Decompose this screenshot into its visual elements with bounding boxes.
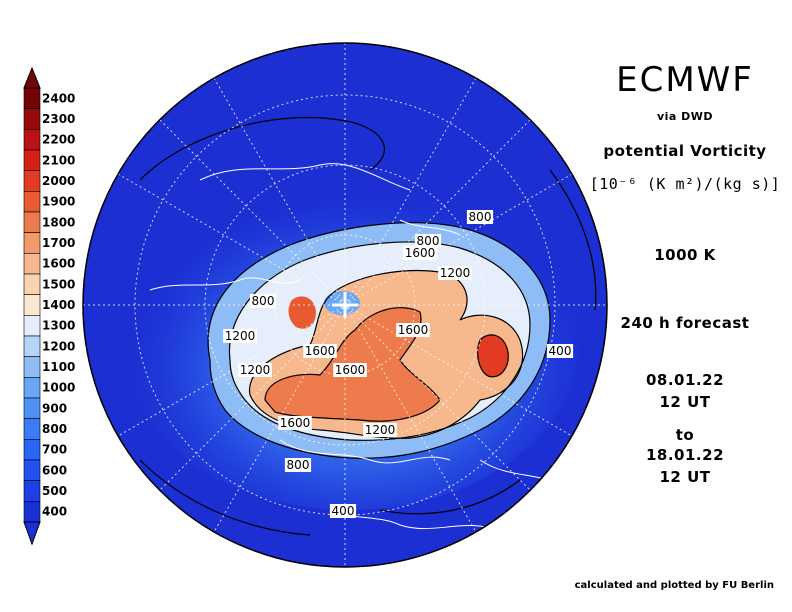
colorbar-box	[23, 149, 41, 171]
contour-label-bg	[333, 363, 367, 377]
contour-label: 1200	[440, 266, 471, 280]
colorbar-label: 1100	[42, 360, 75, 374]
contour-label-bg	[223, 329, 257, 343]
colorbar-box	[23, 356, 41, 378]
colorbar-box	[23, 294, 41, 316]
init-time: 12 UT	[659, 393, 711, 411]
contour-label-bg	[278, 416, 312, 430]
colorbar-box	[23, 418, 41, 440]
colorbar-box	[23, 480, 41, 502]
colorbar-label: 1400	[42, 298, 75, 312]
contour-label-bg	[546, 344, 574, 358]
colorbar-label: 1600	[42, 257, 75, 271]
colorbar-label: 2100	[42, 153, 75, 167]
valid-date: 18.01.22	[645, 446, 725, 464]
polar-map: 8008001600120080012001600120016001600160…	[82, 42, 608, 568]
colorbar-box	[23, 211, 41, 233]
colorbar-box	[23, 108, 41, 130]
forecast-length: 240 h forecast	[620, 314, 750, 332]
contour-label-bg	[363, 423, 397, 437]
contour-label: 400	[549, 344, 572, 358]
contour-label: 1600	[405, 246, 436, 260]
contour-label: 1600	[335, 363, 366, 377]
colorbar-box	[23, 273, 41, 295]
colorbar-box	[23, 191, 41, 213]
colorbar-label: 400	[42, 505, 67, 519]
parameter-name: potential Vorticity	[603, 142, 767, 160]
colorbar-box	[23, 459, 41, 481]
colorbar-box	[23, 501, 41, 523]
vortex-core-peak-west	[288, 296, 316, 329]
colorbar-box	[23, 335, 41, 357]
colorbar-box	[23, 377, 41, 399]
colorbar-box	[23, 87, 41, 109]
colorbar-label: 600	[42, 463, 67, 477]
contour-labels: 8008001600120080012001600120016001600160…	[223, 210, 574, 518]
parameter-units: [10⁻⁶ (K m²)/(kg s)]	[589, 175, 781, 193]
init-date: 08.01.22	[645, 371, 725, 389]
contour-label: 800	[287, 458, 310, 472]
contour-label: 1200	[240, 363, 271, 377]
colorbar-label: 1300	[42, 319, 75, 333]
contour-label: 1600	[398, 323, 429, 337]
contour-label-bg	[438, 266, 472, 280]
isentropic-level: 1000 K	[654, 246, 716, 264]
contour-label: 1200	[365, 423, 396, 437]
colorbar-bottom-arrow	[23, 521, 41, 546]
colorbar-label: 1800	[42, 215, 75, 229]
colorbar: 2400 2300 2200 2100 2000 1900 1800 1700 1600 1500…	[23, 66, 75, 546]
valid-time: 12 UT	[659, 468, 711, 486]
colorbar-label: 2400	[42, 91, 75, 105]
pole-minimum	[324, 291, 360, 315]
colorbar-label: 1200	[42, 339, 75, 353]
colorbar-top-arrow	[23, 66, 41, 89]
colorbar-box	[23, 170, 41, 192]
coastlines	[149, 163, 571, 530]
colorbar-label: 900	[42, 401, 67, 415]
colorbar-label: 1500	[42, 277, 75, 291]
contour-label: 800	[417, 234, 440, 248]
valid-to-label: to	[675, 426, 695, 444]
contour-label: 800	[469, 210, 492, 224]
map-border	[82, 42, 608, 568]
contour-label-bg	[303, 344, 337, 358]
contour-label-bg	[466, 210, 494, 224]
contour-label-bg	[249, 294, 277, 308]
contour-label: 1600	[305, 344, 336, 358]
contour-label-bg	[284, 458, 312, 472]
vortex-core-peak-east	[477, 334, 509, 377]
colorbar-label: 2300	[42, 112, 75, 126]
contour-label-bg	[238, 363, 272, 377]
contour-label: 1200	[225, 329, 256, 343]
model-title: ECMWF	[616, 60, 754, 100]
contour-lines	[139, 117, 597, 536]
colorbar-labels: 2400 2300 2200 2100 2000 1900 1800 1700 1600 1500…	[42, 91, 75, 518]
colorbar-boxes	[23, 87, 41, 523]
colorbar-box	[23, 439, 41, 461]
pole-marker	[332, 292, 358, 318]
data-source: via DWD	[656, 110, 714, 123]
contour-label-bg	[329, 504, 357, 518]
colorbar-label: 2200	[42, 133, 75, 147]
contour-label-bg	[396, 323, 430, 337]
colorbar-box	[23, 253, 41, 275]
colorbar-label: 2000	[42, 174, 75, 188]
colorbar-label: 1000	[42, 381, 75, 395]
colorbar-box	[23, 232, 41, 254]
contour-label: 1600	[280, 416, 311, 430]
contour-label: 800	[252, 294, 275, 308]
colorbar-box	[23, 315, 41, 337]
colorbar-label: 1900	[42, 195, 75, 209]
colorbar-label: 500	[42, 484, 67, 498]
colorbar-box	[23, 129, 41, 151]
credit-line: calculated and plotted by FU Berlin	[574, 580, 774, 591]
colorbar-label: 800	[42, 422, 67, 436]
colorbar-label: 1700	[42, 236, 75, 250]
colorbar-box	[23, 397, 41, 419]
contour-label-bg	[403, 246, 437, 260]
contour-label-bg	[414, 234, 442, 248]
colorbar-label: 700	[42, 443, 67, 457]
contour-label: 400	[332, 504, 355, 518]
